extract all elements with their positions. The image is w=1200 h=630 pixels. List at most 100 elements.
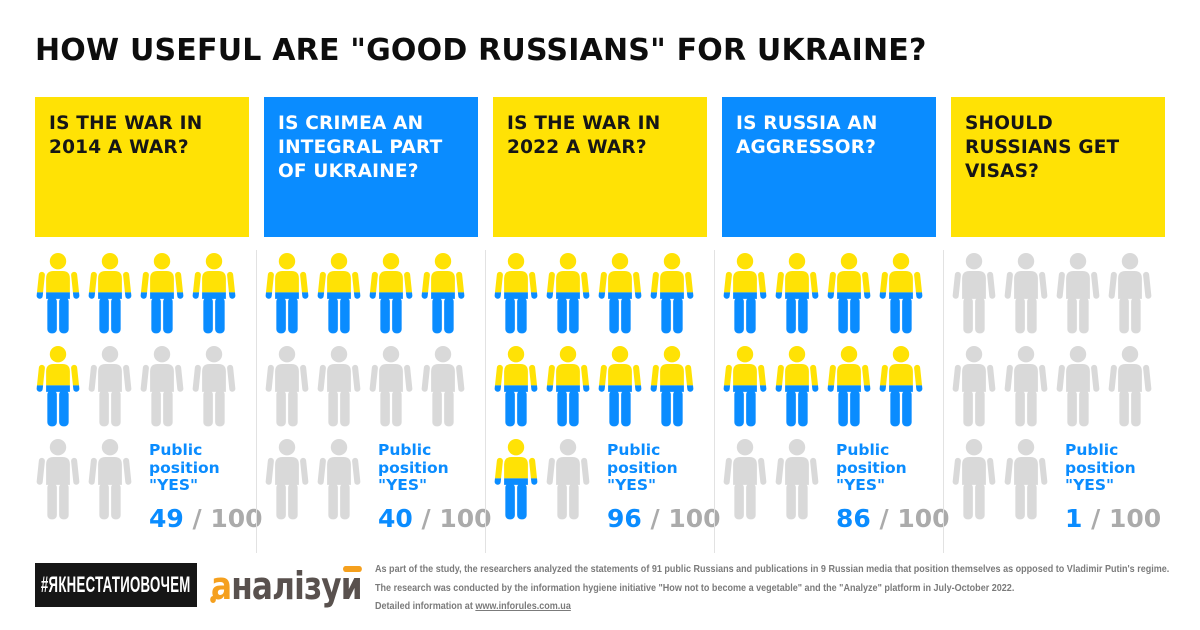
question-text-line: INTEGRAL PART bbox=[278, 137, 443, 158]
inforules-link[interactable]: www.inforules.com.ua bbox=[475, 600, 571, 612]
study-footnote: As part of the study, the researchers an… bbox=[375, 560, 1169, 616]
question-text-line: OF UKRAINE? bbox=[278, 161, 419, 182]
score-number: 1 bbox=[1065, 503, 1083, 533]
question-columns: IS THE WAR IN 2014 A WAR? Public position "… bbox=[35, 97, 1165, 553]
result-label-line: Public bbox=[607, 441, 661, 459]
person-icon-yes bbox=[775, 253, 819, 334]
logo-letter-y: и bbox=[340, 564, 363, 608]
person-icon-no bbox=[369, 346, 413, 427]
person-icon-yes bbox=[317, 253, 361, 334]
person-icon-yes bbox=[192, 253, 236, 334]
pictogram-row bbox=[722, 253, 936, 335]
person-icon-no bbox=[952, 253, 996, 334]
person-icon-no bbox=[140, 346, 184, 427]
question-text-line: 2022 A WAR? bbox=[507, 137, 647, 158]
pictogram-row bbox=[493, 346, 707, 428]
logo-middle: налізу bbox=[231, 564, 341, 608]
person-icon-no bbox=[1108, 346, 1152, 427]
person-icon-no bbox=[421, 346, 465, 427]
result-label-line: position bbox=[607, 458, 678, 477]
pictogram-row bbox=[493, 253, 707, 335]
footer: #ЯКНЕСТАТИОВОЧЕМ аналізуи As part of the… bbox=[35, 558, 1175, 628]
person-icon-yes bbox=[265, 253, 309, 334]
question-text-line: IS THE WAR IN bbox=[507, 113, 661, 134]
score-number: 49 bbox=[149, 503, 184, 533]
person-icon-yes bbox=[598, 253, 642, 334]
person-icon-no bbox=[317, 439, 361, 520]
score-denominator: / 100 bbox=[1082, 503, 1162, 533]
page-title: HOW USEFUL ARE "GOOD RUSSIANS" FOR UKRAI… bbox=[35, 33, 927, 68]
person-icon-yes bbox=[598, 346, 642, 427]
pictogram-grid: Public position "YES" 96 / 100 bbox=[493, 237, 721, 533]
score-denominator: / 100 bbox=[183, 503, 263, 533]
score-value: 49 / 100 bbox=[149, 504, 263, 533]
question-text-line: IS CRIMEA AN bbox=[278, 113, 424, 134]
person-icon-yes bbox=[546, 253, 590, 334]
pictogram-grid: Public position "YES" 86 / 100 bbox=[722, 237, 950, 533]
person-icon-yes bbox=[494, 439, 538, 520]
score-value: 86 / 100 bbox=[836, 504, 950, 533]
person-icon-yes bbox=[36, 346, 80, 427]
pictogram-row-with-result: Public position "YES" 49 / 100 bbox=[35, 439, 263, 533]
question-column: SHOULD RUSSIANS GET VISAS? Public position "… bbox=[943, 97, 1165, 553]
person-icon-no bbox=[1108, 253, 1152, 334]
result-label: Public position "YES" bbox=[378, 441, 492, 495]
question-text-line: RUSSIANS GET bbox=[965, 137, 1120, 158]
person-icon-yes bbox=[723, 253, 767, 334]
person-icon-yes bbox=[827, 346, 871, 427]
person-icon-yes bbox=[879, 253, 923, 334]
result-label: Public position "YES" bbox=[1065, 441, 1161, 495]
result-label-line: position bbox=[1065, 458, 1136, 477]
result-label-line: "YES" bbox=[149, 476, 199, 494]
result-label-line: "YES" bbox=[1065, 476, 1115, 494]
pictogram-row bbox=[35, 346, 249, 428]
pictogram-grid: Public position "YES" 49 / 100 bbox=[35, 237, 263, 533]
logo-letter-a: а bbox=[211, 564, 232, 608]
pictogram-row-with-result: Public position "YES" 86 / 100 bbox=[722, 439, 950, 533]
result-label-line: "YES" bbox=[607, 476, 657, 494]
score-value: 40 / 100 bbox=[378, 504, 492, 533]
analizuy-logo: аналізуи bbox=[211, 564, 363, 608]
question-column: IS THE WAR IN 2014 A WAR? Public position "… bbox=[35, 97, 263, 533]
hashtag-text: #ЯКНЕСТАТИОВОЧЕМ bbox=[41, 572, 191, 597]
person-icon-yes bbox=[650, 253, 694, 334]
person-icon-yes bbox=[36, 253, 80, 334]
person-icon-no bbox=[775, 439, 819, 520]
footnote-line-1: As part of the study, the researchers an… bbox=[375, 563, 1170, 575]
score-value: 1 / 100 bbox=[1065, 504, 1161, 533]
question-header: IS THE WAR IN 2014 A WAR? bbox=[35, 97, 249, 237]
link-prefix: Detailed information at bbox=[375, 600, 476, 612]
person-icon-yes bbox=[650, 346, 694, 427]
person-icon-no bbox=[1004, 253, 1048, 334]
question-text-line: SHOULD bbox=[965, 113, 1053, 134]
breve-bar-icon bbox=[343, 566, 363, 572]
result-label-line: Public bbox=[378, 441, 432, 459]
result-block: Public position "YES" 49 / 100 bbox=[149, 439, 263, 532]
pictogram-row bbox=[722, 346, 936, 428]
person-icon-no bbox=[317, 346, 361, 427]
pictogram-row bbox=[264, 346, 478, 428]
pictogram-row bbox=[951, 253, 1165, 335]
person-icon-no bbox=[1056, 346, 1100, 427]
question-header: SHOULD RUSSIANS GET VISAS? bbox=[951, 97, 1165, 237]
person-icon-no bbox=[1004, 439, 1048, 520]
person-icon-yes bbox=[827, 253, 871, 334]
score-number: 86 bbox=[836, 503, 871, 533]
person-icon-yes bbox=[723, 346, 767, 427]
person-icon-no bbox=[952, 346, 996, 427]
score-denominator: / 100 bbox=[870, 503, 950, 533]
result-block: Public position "YES" 40 / 100 bbox=[378, 439, 492, 532]
pictogram-row-with-result: Public position "YES" 40 / 100 bbox=[264, 439, 492, 533]
score-value: 96 / 100 bbox=[607, 504, 721, 533]
result-label: Public position "YES" bbox=[607, 441, 721, 495]
result-label-line: Public bbox=[149, 441, 203, 459]
result-label-line: Public bbox=[836, 441, 890, 459]
question-header: IS CRIMEA AN INTEGRAL PART OF UKRAINE? bbox=[264, 97, 478, 237]
person-icon-yes bbox=[421, 253, 465, 334]
person-icon-yes bbox=[494, 253, 538, 334]
pictogram-grid: Public position "YES" 40 / 100 bbox=[264, 237, 492, 533]
pictogram-row-with-result: Public position "YES" 96 / 100 bbox=[493, 439, 721, 533]
result-block: Public position "YES" 96 / 100 bbox=[607, 439, 721, 532]
question-header: IS RUSSIA AN AGGRESSOR? bbox=[722, 97, 936, 237]
